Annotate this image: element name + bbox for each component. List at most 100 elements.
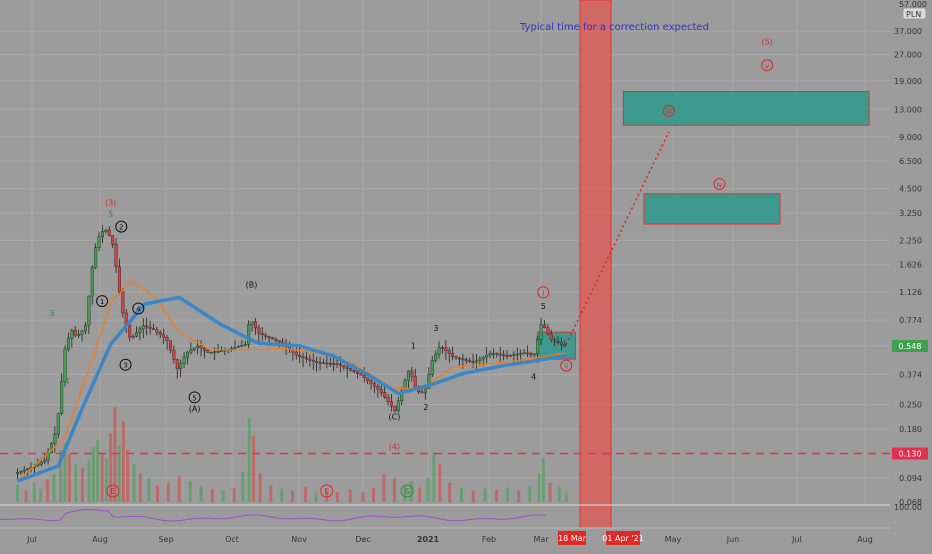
price-tick-label: 0.094 — [899, 474, 922, 483]
candle-body — [522, 352, 526, 355]
candle-body — [209, 352, 213, 354]
wave-label: i — [542, 289, 544, 297]
candle-body — [389, 401, 393, 407]
candle-body — [60, 381, 64, 414]
candle-body — [294, 351, 298, 356]
wave-label: ii — [564, 363, 568, 371]
candle-body — [240, 345, 244, 347]
candle-body — [83, 324, 87, 332]
candle-body — [77, 334, 81, 336]
volume-bar — [45, 479, 49, 502]
axis-top-label: 57.000 — [899, 0, 927, 9]
price-tick-label: 2.250 — [899, 236, 922, 245]
candle-body — [393, 406, 397, 412]
wave-circle — [761, 59, 774, 72]
price-tick-label: 4.500 — [899, 185, 922, 194]
candle-body — [498, 353, 502, 356]
time-tick-label: Aug — [92, 535, 108, 544]
candle-body — [461, 358, 465, 361]
volume-bar — [517, 490, 521, 502]
candle-body — [70, 329, 74, 339]
candle-body — [454, 356, 458, 359]
time-tick-label: Dec — [355, 535, 370, 544]
date-badge — [606, 531, 640, 545]
event-circle — [400, 484, 414, 498]
candle-body — [138, 328, 142, 333]
wave-circle — [132, 302, 145, 315]
price-tick-label: 9.000 — [899, 133, 922, 142]
wave-label: (B) — [246, 280, 258, 289]
candle-body — [175, 359, 179, 370]
volume-bar — [39, 488, 43, 502]
wave-label: (3) — [105, 198, 116, 207]
candle-body — [185, 351, 189, 358]
price-axis[interactable]: 37.000 27.000 19.000 13.000 9.000 6.500 4.500 3… — [892, 27, 928, 512]
volume-bar — [371, 487, 375, 502]
candle-body — [131, 336, 135, 338]
candle-body — [36, 463, 40, 467]
volume-bar — [96, 440, 100, 502]
candle-body — [19, 471, 23, 473]
volume-bar — [91, 446, 95, 502]
volume-bar — [109, 433, 113, 502]
candle-body — [379, 388, 383, 393]
time-tick-label: Sep — [158, 535, 173, 544]
wave-circle — [96, 295, 109, 308]
volume-bar — [403, 484, 407, 502]
candle-body — [386, 396, 390, 402]
wave-circle — [662, 105, 675, 118]
candle-body — [121, 291, 125, 314]
candle-body — [556, 340, 560, 344]
correction-window[interactable] — [579, 0, 612, 529]
volume-bar — [438, 464, 442, 502]
candle-body — [243, 344, 247, 346]
candle-body — [22, 469, 26, 472]
volume-bar — [67, 454, 71, 502]
volume-bar — [87, 460, 91, 502]
candle-body — [440, 347, 444, 349]
candle-body — [151, 328, 155, 330]
volume-bar — [63, 443, 67, 502]
price-series — [15, 225, 567, 480]
time-tick-label: Feb — [482, 535, 496, 544]
candle-body — [512, 354, 516, 356]
candle-body — [553, 339, 557, 342]
candle-body — [406, 370, 410, 382]
candle-body — [168, 340, 172, 351]
wave-label: 2 — [119, 224, 123, 232]
wave-label: 5 — [192, 394, 196, 402]
wave-label: 3 — [49, 309, 54, 318]
volume-bar — [59, 449, 63, 502]
candle-body — [145, 325, 149, 328]
time-tick-label: Jul — [26, 535, 37, 544]
candle-body — [515, 353, 519, 356]
wave-label: (C) — [389, 413, 401, 422]
candle-body — [192, 347, 196, 351]
target-zone — [643, 193, 781, 225]
candle-body — [134, 332, 138, 337]
wave-label: (4) — [389, 443, 400, 452]
candle-body — [559, 342, 563, 345]
time-tick-label: Jun — [726, 535, 740, 544]
time-axis[interactable]: Jul Aug Sep Oct Nov Dec 2021 Feb Mar May Jun Jul Aug… — [26, 531, 873, 545]
wave-circle — [713, 177, 726, 190]
candle-body — [321, 362, 325, 364]
candle-body — [355, 371, 359, 374]
wave-label: 1 — [411, 341, 416, 350]
volume-bar — [232, 487, 236, 502]
wave-circle — [119, 358, 132, 371]
volume-bar — [221, 490, 225, 502]
time-tick-label: Jul — [791, 535, 802, 544]
candle-body — [437, 347, 441, 355]
time-tick-label: Oct — [225, 535, 239, 544]
currency-badge[interactable]: PLN — [902, 7, 927, 20]
candle-body — [383, 392, 387, 398]
candle-body — [100, 231, 104, 238]
volume-bar — [210, 488, 214, 502]
price-tick-label: 0.374 — [899, 371, 922, 380]
last-price-value: 0.548 — [899, 342, 922, 351]
candle-body — [117, 266, 121, 293]
time-tick-label: May — [665, 535, 682, 544]
